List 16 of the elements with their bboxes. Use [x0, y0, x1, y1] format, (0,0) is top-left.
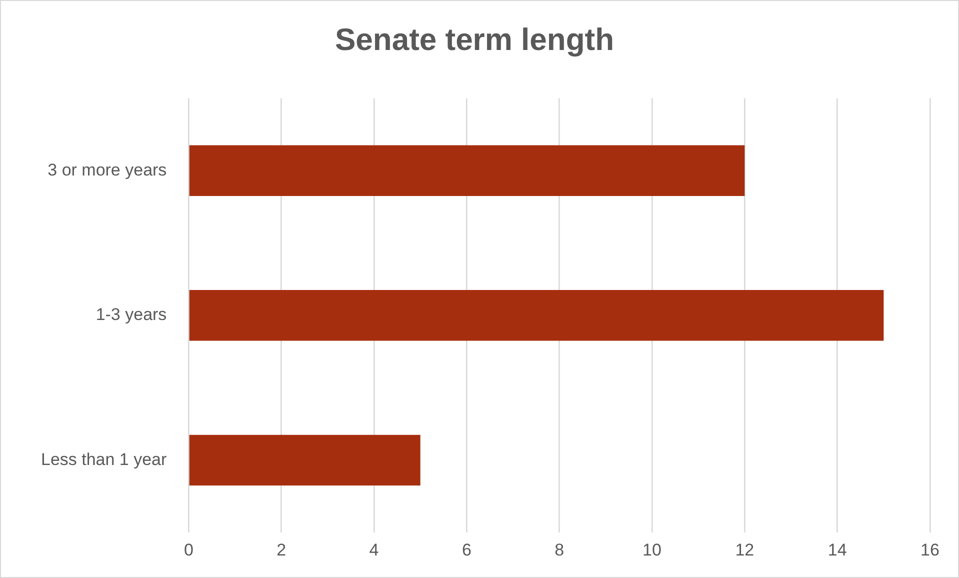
- x-tick-label: 10: [642, 540, 662, 560]
- x-tick-label: 16: [920, 540, 940, 560]
- y-tick-label: 1-3 years: [96, 305, 167, 324]
- bar: [189, 290, 884, 341]
- x-tick-label: 14: [828, 540, 847, 560]
- x-tick-label: 2: [276, 540, 286, 560]
- bar: [189, 145, 745, 196]
- x-tick-label: 12: [735, 540, 754, 560]
- x-tick-label: 4: [369, 540, 379, 560]
- y-tick-label: 3 or more years: [48, 160, 167, 180]
- y-tick-label: Less than 1 year: [40, 450, 168, 469]
- x-tick-label: 8: [554, 540, 564, 560]
- chart-title: Senate term length: [334, 22, 614, 58]
- bar: [189, 434, 420, 486]
- x-tick-label: 6: [462, 540, 472, 560]
- x-tick-label: 0: [184, 540, 194, 560]
